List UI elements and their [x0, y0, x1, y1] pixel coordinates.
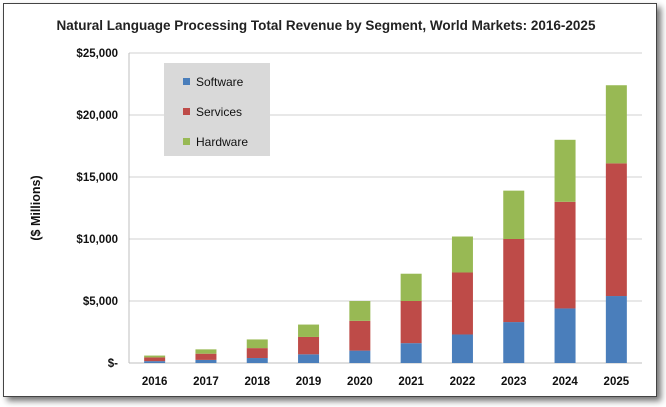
bar-services-2018 — [246, 348, 268, 359]
bar-hardware-2025 — [605, 85, 627, 164]
bar-services-2020 — [349, 320, 371, 351]
bar-services-2022 — [451, 272, 473, 335]
legend-swatch-services — [183, 108, 190, 115]
bar-services-2019 — [298, 336, 320, 355]
y-tick-labels: $- $5,000 $10,000 $15,000 $20,000 $25,000 — [76, 48, 118, 370]
bar-hardware-2019 — [298, 324, 320, 337]
bar-software-2020 — [349, 350, 371, 363]
y-tick-label: $10,000 — [76, 234, 118, 246]
x-tick-label: 2017 — [193, 376, 219, 388]
bar-services-2025 — [605, 163, 627, 297]
legend-background — [164, 63, 270, 156]
bar-software-2024 — [554, 308, 576, 363]
chart-frame — [3, 3, 657, 397]
y-tick-label: $20,000 — [76, 110, 118, 122]
bar-software-2021 — [400, 343, 422, 363]
y-tick-label: $- — [108, 358, 118, 370]
bar-software-2017 — [195, 359, 217, 363]
legend-label-hardware: Hardware — [196, 135, 248, 149]
bar-hardware-2017 — [195, 349, 217, 354]
x-tick-label: 2019 — [296, 376, 322, 388]
bar-hardware-2020 — [349, 301, 371, 321]
y-tick-label: $5,000 — [83, 296, 118, 308]
legend-label-services: Services — [196, 105, 242, 119]
legend-swatch-hardware — [183, 138, 190, 145]
bar-hardware-2024 — [554, 139, 576, 202]
y-tick-label: $15,000 — [76, 172, 118, 184]
bar-services-2017 — [195, 353, 217, 360]
x-tick-label: 2023 — [501, 376, 527, 388]
bar-hardware-2021 — [400, 273, 422, 301]
bar-hardware-2023 — [503, 190, 525, 239]
legend: Software Services Hardware — [164, 63, 270, 156]
x-tick-label: 2022 — [450, 376, 476, 388]
bar-services-2021 — [400, 301, 422, 344]
bar-services-2023 — [503, 239, 525, 323]
y-tick-label: $25,000 — [76, 48, 118, 60]
bar-software-2016 — [144, 361, 166, 363]
chart-title: Natural Language Processing Total Revenu… — [57, 18, 596, 33]
bar-software-2023 — [503, 322, 525, 363]
legend-swatch-software — [183, 78, 190, 85]
x-tick-label: 2021 — [398, 376, 424, 388]
bar-software-2025 — [605, 296, 627, 363]
x-tick-label: 2016 — [142, 376, 168, 388]
bars-group — [144, 85, 627, 363]
bar-hardware-2016 — [144, 355, 166, 358]
x-tick-label: 2020 — [347, 376, 373, 388]
bar-software-2018 — [246, 358, 268, 363]
y-axis-label: ($ Millions) — [29, 175, 43, 240]
x-tick-labels: 2016 2017 2018 2019 2020 2021 2022 2023 2024 2025 — [142, 376, 630, 388]
bar-software-2022 — [451, 334, 473, 363]
x-tick-label: 2024 — [552, 376, 578, 388]
bar-hardware-2018 — [246, 339, 268, 349]
x-tick-label: 2025 — [604, 376, 630, 388]
bar-services-2016 — [144, 357, 166, 362]
bar-services-2024 — [554, 201, 576, 309]
legend-label-software: Software — [196, 75, 244, 89]
x-tick-label: 2018 — [244, 376, 270, 388]
bar-hardware-2022 — [451, 236, 473, 273]
bar-software-2019 — [298, 354, 320, 363]
